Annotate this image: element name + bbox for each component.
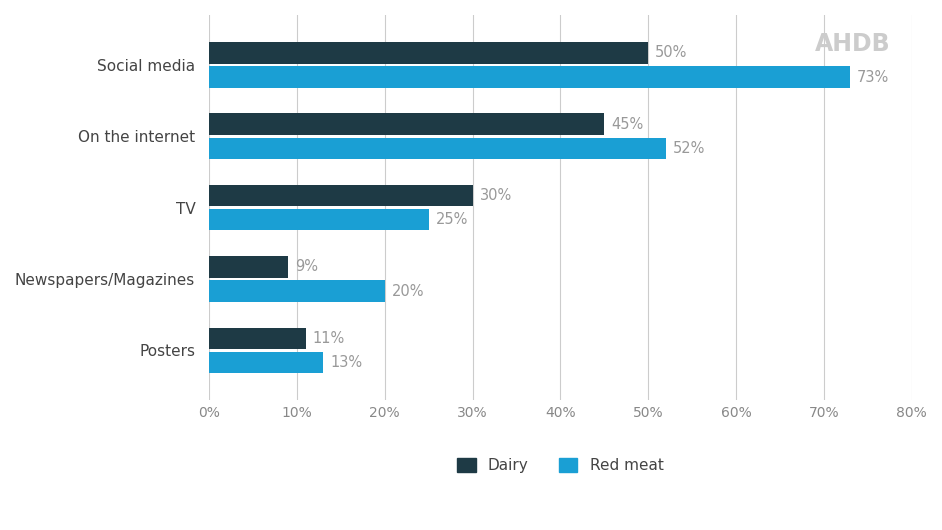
Bar <box>209 256 288 278</box>
Text: 13%: 13% <box>331 355 363 370</box>
Text: 52%: 52% <box>673 141 706 156</box>
Text: 50%: 50% <box>656 46 688 60</box>
Text: 20%: 20% <box>392 284 424 298</box>
Text: 30%: 30% <box>479 188 512 203</box>
Bar <box>209 209 429 231</box>
Bar <box>209 113 604 135</box>
Bar <box>209 352 323 373</box>
Text: 9%: 9% <box>295 259 318 275</box>
Text: 11%: 11% <box>313 331 345 346</box>
Bar <box>209 185 473 206</box>
Bar <box>209 66 851 88</box>
Bar <box>209 138 666 159</box>
Bar <box>209 328 306 349</box>
Bar <box>209 42 648 64</box>
Legend: Dairy, Red meat: Dairy, Red meat <box>449 450 671 481</box>
Text: AHDB: AHDB <box>815 32 890 56</box>
Text: 73%: 73% <box>857 69 889 85</box>
Bar <box>209 280 384 302</box>
Text: 25%: 25% <box>436 213 468 227</box>
Text: 45%: 45% <box>611 117 643 131</box>
